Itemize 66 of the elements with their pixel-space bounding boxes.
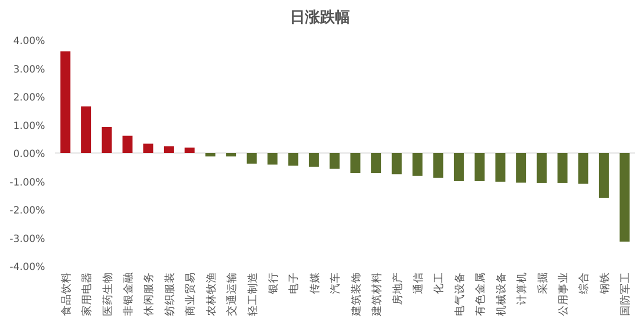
bar bbox=[81, 106, 92, 153]
y-tick-label: -3.00% bbox=[10, 234, 45, 245]
bar bbox=[578, 153, 588, 184]
bar bbox=[246, 153, 257, 164]
x-tick-label: 银行 bbox=[268, 272, 280, 295]
bar bbox=[308, 153, 319, 167]
x-tick-label: 钢铁 bbox=[598, 272, 611, 295]
y-tick-label: 2.00% bbox=[13, 92, 45, 104]
y-tick-label: 4.00% bbox=[13, 36, 45, 47]
x-tick-label: 休闲服务 bbox=[143, 272, 156, 316]
x-tick-label: 传媒 bbox=[308, 272, 321, 294]
bar bbox=[474, 153, 485, 181]
bar bbox=[268, 153, 278, 165]
bar bbox=[350, 153, 360, 174]
x-tick-label: 公用事业 bbox=[556, 272, 570, 316]
y-tick-label: 3.00% bbox=[13, 64, 45, 76]
bar bbox=[620, 153, 630, 242]
bar bbox=[433, 153, 444, 178]
x-tick-label: 国防军工 bbox=[618, 272, 632, 316]
x-tick-label: 计算机 bbox=[515, 272, 528, 305]
y-tick-label: -2.00% bbox=[10, 206, 45, 216]
bar bbox=[226, 153, 236, 156]
y-tick-label: 1.00% bbox=[13, 120, 45, 132]
x-tick-label: 家用电器 bbox=[80, 272, 94, 316]
bar bbox=[288, 153, 298, 166]
bar bbox=[558, 153, 568, 183]
bar bbox=[536, 153, 547, 183]
x-tick-label: 农林牧渔 bbox=[204, 272, 218, 316]
x-tick-label: 化工 bbox=[433, 272, 446, 294]
bar bbox=[122, 136, 132, 153]
bar bbox=[60, 51, 70, 153]
x-tick-label: 电气设备 bbox=[452, 272, 466, 316]
y-tick-label: -4.00% bbox=[10, 262, 45, 273]
y-tick-label: 0.00% bbox=[13, 149, 45, 160]
x-tick-label: 汽车 bbox=[328, 272, 342, 294]
x-tick-label: 非银金融 bbox=[122, 272, 134, 316]
x-tick-label: 商业贸易 bbox=[184, 272, 197, 316]
x-tick-label: 食品饮料 bbox=[59, 272, 72, 316]
x-tick-label: 机械设备 bbox=[494, 272, 508, 316]
x-tick-label: 交通运输 bbox=[225, 272, 238, 316]
x-tick-label: 纺织服装 bbox=[162, 272, 176, 316]
bar bbox=[184, 148, 195, 153]
bar bbox=[454, 153, 464, 181]
bar bbox=[330, 153, 340, 169]
x-tick-label: 医药生物 bbox=[100, 272, 114, 316]
bar bbox=[598, 153, 609, 198]
x-tick-label: 采掘 bbox=[536, 272, 549, 294]
y-tick-label: -1.00% bbox=[10, 177, 45, 188]
x-tick-label: 房地产 bbox=[390, 272, 404, 305]
bar bbox=[205, 153, 216, 156]
bar bbox=[371, 153, 382, 174]
x-tick-label: 有色金属 bbox=[474, 272, 487, 316]
x-tick-label: 电子 bbox=[287, 272, 300, 294]
bar bbox=[143, 144, 154, 153]
bar bbox=[495, 153, 506, 182]
bar bbox=[102, 127, 112, 153]
x-tick-label: 综合 bbox=[577, 272, 590, 294]
x-tick-label: 建筑装饰 bbox=[349, 272, 362, 317]
x-tick-label: 建筑材料 bbox=[370, 272, 384, 317]
chart-title: 日涨跌幅 bbox=[290, 8, 350, 26]
bar bbox=[392, 153, 402, 174]
x-tick-label: 轻工制造 bbox=[246, 272, 259, 316]
bar bbox=[516, 153, 526, 183]
bar bbox=[412, 153, 422, 176]
x-tick-label: 通信 bbox=[412, 272, 424, 294]
bar bbox=[164, 146, 174, 153]
